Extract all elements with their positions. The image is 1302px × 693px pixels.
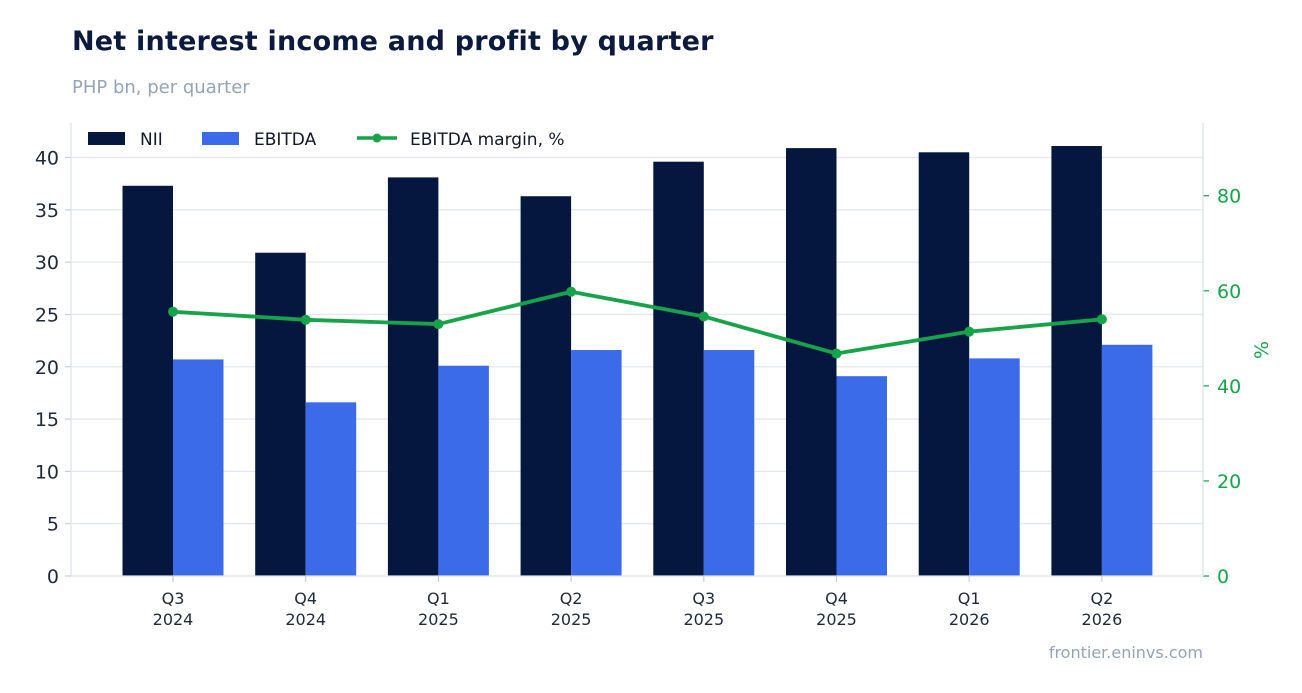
right-tick-label: 20: [1217, 471, 1241, 493]
legend-label-ebitda: EBITDA: [254, 130, 317, 150]
bar-nii: [918, 152, 970, 576]
bar-ebitda: [969, 358, 1020, 576]
x-tick-label-quarter: Q4: [294, 589, 317, 608]
bar-nii: [387, 177, 439, 576]
margin-line: [168, 286, 1107, 359]
legend-swatch-nii: [88, 132, 125, 145]
right-tick-label: 60: [1217, 281, 1241, 303]
left-tick-label: 15: [35, 409, 59, 431]
tick-labels: 0510152025303540020406080Q32024Q42024Q12…: [35, 148, 1241, 629]
x-tick-label-quarter: Q2: [1091, 589, 1114, 608]
legend-swatch-margin-marker: [372, 133, 382, 143]
legend-label-nii: NII: [140, 130, 163, 150]
chart-subtitle: PHP bn, per quarter: [72, 77, 250, 98]
margin-point: [300, 314, 311, 325]
margin-point: [698, 311, 709, 322]
margin-point: [433, 319, 444, 330]
bar-ebitda: [836, 376, 887, 576]
x-tick-label-year: 2026: [949, 610, 990, 629]
left-tick-label: 10: [35, 461, 59, 483]
left-tick-label: 30: [35, 252, 59, 274]
bar-ebitda: [305, 402, 357, 576]
x-tick-label-quarter: Q2: [560, 589, 583, 608]
x-tick-label-quarter: Q1: [958, 589, 981, 608]
legend-label-margin: EBITDA margin, %: [410, 130, 565, 150]
x-tick-label-quarter: Q3: [692, 589, 715, 608]
left-tick-label: 20: [35, 357, 59, 379]
x-tick-label-year: 2025: [418, 610, 459, 629]
bar-ebitda: [1101, 344, 1153, 576]
chart-title: Net interest income and profit by quarte…: [72, 26, 714, 57]
left-tick-label: 0: [47, 566, 59, 588]
bar-ebitda: [703, 350, 755, 576]
bar-ebitda: [173, 359, 224, 576]
margin-series-line: [172, 289, 1103, 356]
x-tick-label-quarter: Q4: [825, 589, 848, 608]
margin-point: [1096, 314, 1107, 325]
left-tick-label: 5: [47, 514, 59, 536]
x-tick-label-year: 2025: [683, 610, 724, 629]
x-tick-label-year: 2024: [285, 610, 326, 629]
x-tick-label-quarter: Q1: [427, 589, 450, 608]
margin-point: [964, 326, 975, 337]
bar-nii: [786, 148, 837, 576]
bar-ebitda: [571, 350, 622, 576]
gridlines: [71, 156, 1203, 525]
x-tick-label-year: 2026: [1082, 610, 1123, 629]
x-tick-label-year: 2024: [153, 610, 194, 629]
right-axis-label: %: [1251, 341, 1273, 359]
margin-point: [168, 306, 178, 317]
right-tick-label: 40: [1217, 376, 1241, 398]
bar-ebitda: [438, 365, 489, 576]
source-label: frontier.eninvs.com: [1048, 643, 1203, 662]
left-tick-label: 40: [35, 148, 59, 170]
bar-nii: [255, 252, 306, 576]
left-tick-label: 25: [35, 304, 59, 326]
axes: [65, 123, 1209, 582]
bars: [122, 146, 1153, 577]
bar-nii: [1051, 146, 1102, 576]
bar-nii: [653, 161, 704, 577]
x-tick-label-year: 2025: [816, 610, 857, 629]
left-tick-label: 35: [35, 200, 59, 222]
margin-point: [831, 348, 842, 359]
right-tick-label: 0: [1217, 566, 1229, 588]
margin-point: [566, 286, 577, 297]
right-tick-label: 80: [1217, 186, 1241, 208]
x-tick-label-quarter: Q3: [162, 589, 185, 608]
bar-nii: [520, 196, 572, 576]
legend-swatch-ebitda: [202, 132, 239, 145]
legend[interactable]: NII EBITDA EBITDA margin, %: [88, 130, 565, 150]
x-tick-label-year: 2025: [551, 610, 592, 629]
bar-nii: [122, 185, 173, 576]
